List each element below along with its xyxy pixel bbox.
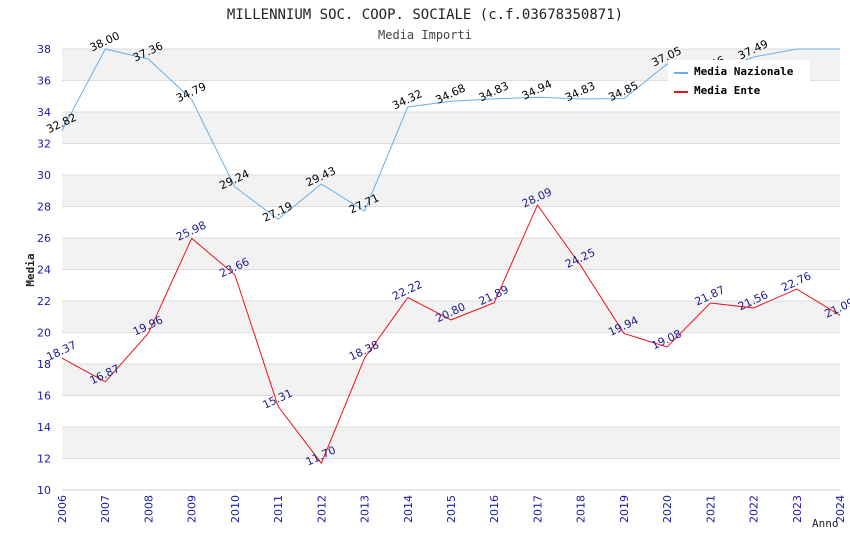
- x-tick-label: 2011: [272, 495, 285, 523]
- y-tick-label: 22: [37, 295, 51, 308]
- legend-box: [668, 60, 810, 102]
- grid-band: [62, 332, 840, 364]
- y-tick-label: 30: [37, 169, 51, 182]
- grid-lines: [62, 48, 840, 491]
- x-tick-label: 2009: [186, 495, 199, 523]
- x-tick-label: 2022: [748, 495, 761, 523]
- x-axis-title: Anno: [812, 517, 839, 530]
- x-tick-label: 2007: [99, 495, 112, 523]
- x-tick-label: 2013: [359, 495, 372, 523]
- x-tick-label: 2006: [56, 495, 69, 523]
- x-tick-label: 2014: [402, 495, 415, 523]
- x-tick-label: 2016: [488, 495, 501, 523]
- y-tick-label: 12: [37, 453, 51, 466]
- x-tick-label: 2021: [704, 495, 717, 523]
- y-tick-label: 14: [37, 421, 51, 434]
- y-tick-label: 36: [37, 75, 51, 88]
- x-tick-label: 2015: [445, 495, 458, 523]
- x-tick-label: 2012: [315, 495, 328, 523]
- grid-band: [62, 301, 840, 333]
- grid-band: [62, 458, 840, 490]
- x-tick-label: 2020: [661, 495, 674, 523]
- legend: Media Nazionale Media Ente: [668, 60, 810, 102]
- y-tick-label: 18: [37, 358, 51, 371]
- grid-band: [62, 427, 840, 459]
- y-tick-label: 26: [37, 232, 51, 245]
- x-tick-label: 2024: [834, 495, 847, 523]
- grid-band: [62, 364, 840, 396]
- legend-label-ente: Media Ente: [694, 84, 761, 97]
- x-tick-label: 2023: [791, 495, 804, 523]
- y-tick-label: 34: [37, 106, 51, 119]
- y-tick-label: 28: [37, 201, 51, 214]
- y-axis-ticks: 10 12 14 16 18 20 22 24 26 28 30 32 34 36 38: [37, 43, 51, 497]
- chart-subtitle: Media Importi: [378, 28, 472, 42]
- x-axis-ticks: 2006 2007 2008 2009 2010 2011 2012 2013 2014 2015…: [56, 495, 847, 523]
- x-tick-label: 2008: [142, 495, 155, 523]
- x-tick-label: 2018: [575, 495, 588, 523]
- grid-bands: [62, 49, 840, 490]
- grid-band: [62, 269, 840, 301]
- grid-band: [62, 143, 840, 175]
- chart-title: MILLENNIUM SOC. COOP. SOCIALE (c.f.03678…: [227, 7, 623, 23]
- y-tick-label: 32: [37, 138, 51, 151]
- y-tick-label: 10: [37, 484, 51, 497]
- y-tick-label: 38: [37, 43, 51, 56]
- x-tick-label: 2019: [618, 495, 631, 523]
- grid-band: [62, 238, 840, 270]
- series-line-ente: [61, 204, 841, 465]
- grid-band: [62, 206, 840, 238]
- grid-band: [62, 395, 840, 427]
- x-tick-label: 2010: [229, 495, 242, 523]
- y-tick-label: 20: [37, 327, 51, 340]
- grid-band: [62, 175, 840, 207]
- y-tick-label: 16: [37, 390, 51, 403]
- legend-label-nazionale: Media Nazionale: [694, 65, 794, 78]
- x-tick-label: 2017: [531, 495, 544, 523]
- y-tick-label: 24: [37, 264, 51, 277]
- grid-band: [62, 112, 840, 144]
- y-axis-title: Media: [24, 253, 37, 286]
